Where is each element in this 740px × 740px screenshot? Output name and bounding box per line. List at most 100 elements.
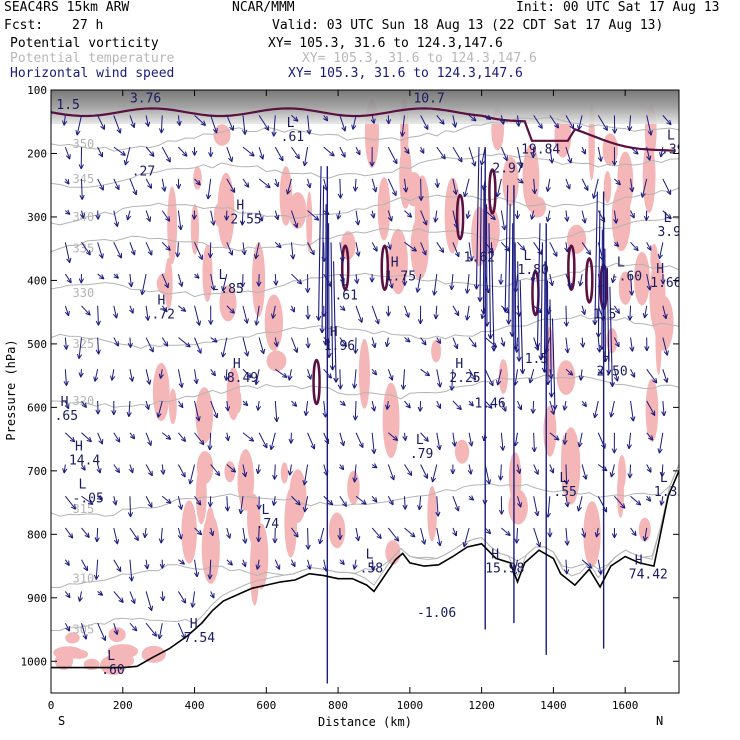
wind-vector <box>609 464 615 478</box>
extrema-value: .61 <box>281 130 304 145</box>
fcst-value: 27 h <box>72 18 104 33</box>
extrema-kind: L <box>416 433 424 448</box>
wind-vector <box>291 527 299 538</box>
wind-vector <box>565 178 571 190</box>
wind-vector <box>581 464 588 480</box>
wind-vector <box>436 369 443 388</box>
wind-vector <box>306 559 312 570</box>
pv-shade <box>498 359 508 394</box>
wind-vector <box>436 527 442 547</box>
pv-contour-loop <box>380 244 389 291</box>
wind-vector <box>371 368 378 376</box>
wind-vector <box>291 115 299 122</box>
wind-vector <box>404 337 411 343</box>
wind-vector <box>127 337 133 348</box>
wind-vector <box>274 559 281 570</box>
extrema-kind: L <box>667 128 675 143</box>
wind-vector <box>644 337 650 352</box>
wind-vector <box>646 273 652 291</box>
wind-vector <box>129 242 136 256</box>
wind-vector <box>581 527 587 538</box>
wind-vector <box>113 178 120 191</box>
wind-vector <box>113 591 124 603</box>
wind-vector <box>581 559 593 569</box>
pv-shade <box>181 500 197 564</box>
wind-vector <box>79 210 85 219</box>
wind-vector <box>502 185 509 313</box>
extrema-value: 2.50 <box>596 365 627 380</box>
wind-vector <box>97 622 107 642</box>
extrema-value: .60 <box>101 663 124 678</box>
wind-vector <box>158 527 165 544</box>
extrema-kind: L <box>262 503 270 518</box>
wind-vector <box>452 496 460 512</box>
wind-vector <box>302 464 309 486</box>
wind-vector <box>597 147 603 162</box>
wind-vector <box>113 559 122 572</box>
wind-vector <box>464 305 471 321</box>
wind-vector <box>355 495 367 505</box>
wind-vector <box>612 115 618 134</box>
wind-vector <box>614 495 626 509</box>
wind-vector <box>81 400 87 409</box>
wind-vector <box>336 210 342 220</box>
wind-vectors <box>62 114 672 684</box>
wind-vector <box>145 432 152 446</box>
plot-frame <box>50 89 680 694</box>
wind-vector <box>629 337 635 352</box>
pv-shade <box>224 461 236 483</box>
wind-vector <box>177 496 184 510</box>
wind-vector <box>77 591 83 602</box>
wind-vector <box>290 337 299 353</box>
wind-vector <box>450 464 456 475</box>
pv-shade <box>141 645 166 663</box>
extrema-kind: H <box>190 617 198 632</box>
pv-contour-loop <box>455 193 465 241</box>
wind-vector <box>498 274 504 285</box>
wind-vector <box>129 591 136 604</box>
wind-vector <box>627 115 633 132</box>
wind-vector <box>436 146 446 160</box>
wind-vector <box>290 305 295 313</box>
wind-vector <box>273 400 280 423</box>
wind-vector <box>531 178 538 195</box>
pv-shade <box>347 470 360 505</box>
wind-vector <box>352 178 359 192</box>
wind-vector <box>578 273 584 287</box>
extrema-kind: H <box>602 351 610 366</box>
wind-vector <box>468 369 476 381</box>
wind-vector <box>613 210 619 224</box>
wind-vector <box>256 496 262 510</box>
wind-vector <box>528 369 535 384</box>
wind-vector <box>81 623 88 640</box>
extrema-kind: L <box>366 547 374 562</box>
wind-vector <box>646 432 654 441</box>
wind-vector <box>498 464 504 481</box>
pv-contour-loop <box>567 244 576 291</box>
wind-vector <box>371 242 378 252</box>
wind-vector <box>305 337 311 349</box>
wind-vector <box>302 147 309 167</box>
wind-vector <box>178 432 187 442</box>
pv-shade <box>107 644 139 659</box>
wind-vector <box>351 115 357 130</box>
wind-vector <box>484 527 492 535</box>
wind-vector <box>371 305 380 325</box>
wind-vector <box>662 369 669 383</box>
wind-vector <box>158 115 165 134</box>
stratosphere-pv-band <box>51 90 679 124</box>
wind-vector <box>242 400 249 407</box>
wind-vector <box>224 400 231 412</box>
wind-vector <box>113 337 120 347</box>
wind-vector <box>194 178 201 186</box>
wind-vector <box>64 146 71 160</box>
pv-tropopause-contour <box>51 107 676 152</box>
pv-shade <box>195 466 207 525</box>
wind-vector <box>78 274 84 284</box>
wind-vector <box>371 432 377 454</box>
wind-vector <box>591 178 599 199</box>
wind-vector <box>402 274 408 286</box>
org-label: NCAR/MMM <box>232 0 295 15</box>
wind-vector <box>81 242 91 256</box>
wind-vector <box>452 527 458 537</box>
